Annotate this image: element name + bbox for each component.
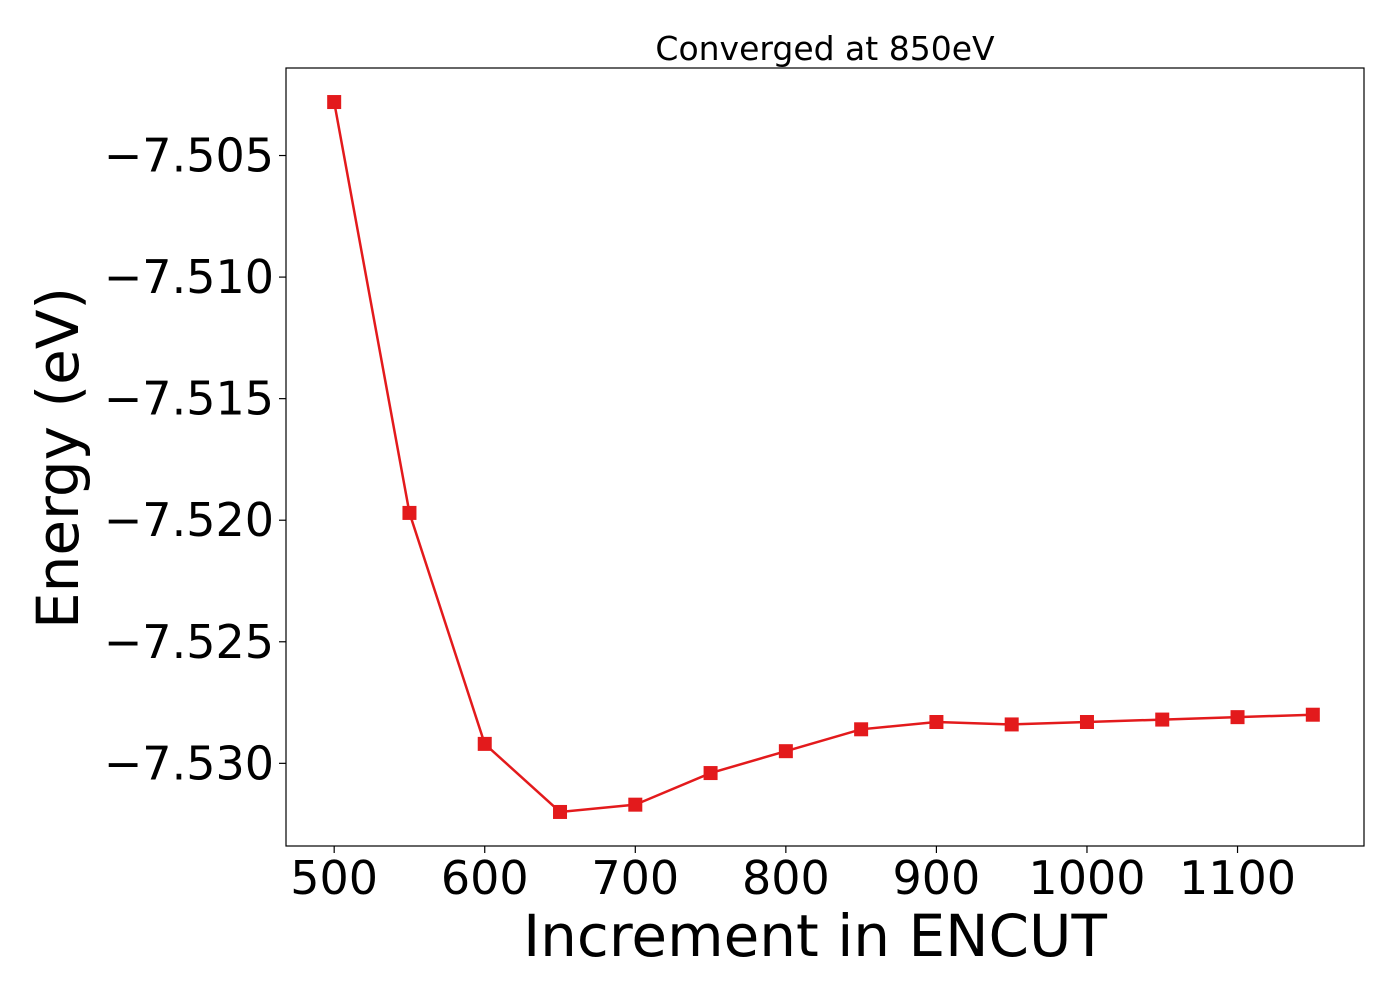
data-point-marker: [402, 505, 417, 520]
x-tick-label: 1000: [1028, 851, 1145, 905]
data-point-marker: [778, 744, 793, 759]
x-tick-label: 1100: [1179, 851, 1296, 905]
y-tick-label: −7.525: [104, 615, 274, 669]
x-axis-label: Increment in ENCUT: [523, 902, 1107, 970]
data-point-marker: [553, 804, 568, 819]
data-point-marker: [703, 766, 718, 781]
x-tick-label: 800: [742, 851, 830, 905]
data-point-marker: [327, 95, 342, 110]
series-group: [327, 95, 1320, 819]
y-tick-label: −7.505: [104, 129, 274, 183]
x-tick-label: 700: [591, 851, 679, 905]
axis-ticks: 500 600 700 800 900 1000 1100 −7.505 −7.510 −7.51…: [104, 129, 1296, 905]
data-point-marker: [1004, 717, 1019, 732]
data-point-marker: [477, 736, 492, 751]
plot-frame: [285, 67, 1365, 847]
x-tick-label: 900: [893, 851, 981, 905]
y-axis-label: Energy (eV): [24, 287, 92, 629]
y-tick-label: −7.520: [104, 493, 274, 547]
data-point-marker: [1305, 707, 1320, 722]
series-line: [332, 101, 1313, 814]
data-point-marker: [1079, 715, 1094, 730]
data-point-marker: [1155, 712, 1170, 727]
x-tick-label: 600: [441, 851, 529, 905]
data-point-marker: [628, 797, 643, 812]
data-point-marker: [854, 722, 869, 737]
data-point-marker: [1230, 710, 1245, 725]
data-point-marker: [929, 715, 944, 730]
y-tick-label: −7.510: [104, 250, 274, 304]
y-tick-label: −7.530: [104, 736, 274, 790]
x-tick-label: 500: [290, 851, 378, 905]
chart-title: Converged at 850eV: [655, 29, 995, 68]
y-tick-label: −7.515: [104, 372, 274, 426]
